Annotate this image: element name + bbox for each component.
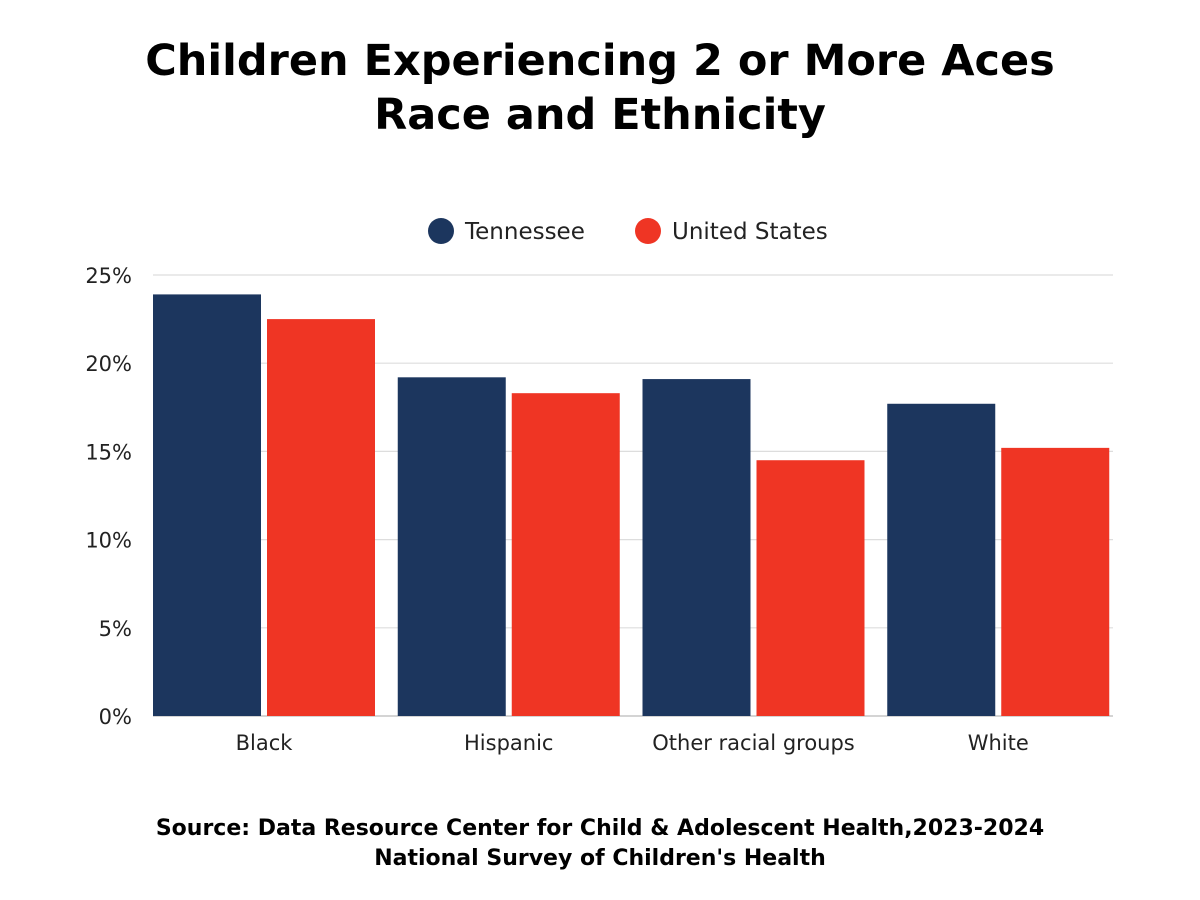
source-line-2: National Survey of Children's Health <box>374 846 826 871</box>
bar-tennessee <box>397 377 506 716</box>
legend-label: Tennessee <box>464 219 585 245</box>
y-tick-label: 20% <box>85 352 132 376</box>
bar-tennessee <box>153 294 261 716</box>
y-tick-label: 5% <box>99 617 132 641</box>
bar-united-states <box>267 319 375 716</box>
bar-united-states <box>756 460 865 716</box>
bar-tennessee <box>642 379 751 716</box>
x-tick-label: Black <box>236 731 294 755</box>
y-tick-label: 10% <box>85 529 132 553</box>
bar-united-states <box>511 393 620 716</box>
y-tick-label: 0% <box>99 705 132 729</box>
x-tick-label: White <box>968 731 1029 755</box>
x-tick-label: Other racial groups <box>652 731 855 755</box>
legend-marker <box>635 218 661 244</box>
legend-marker <box>428 218 454 244</box>
bar-united-states <box>1001 447 1110 716</box>
bar-tennessee <box>887 403 996 716</box>
y-tick-label: 25% <box>85 264 132 288</box>
chart-title-line-2: Race and Ethnicity <box>374 90 826 140</box>
y-tick-label: 15% <box>85 440 132 464</box>
chart-title-line-1: Children Experiencing 2 or More Aces <box>145 36 1055 86</box>
legend-label: United States <box>672 219 828 245</box>
x-tick-label: Hispanic <box>464 731 553 755</box>
source-line-1: Source: Data Resource Center for Child &… <box>155 816 1045 841</box>
